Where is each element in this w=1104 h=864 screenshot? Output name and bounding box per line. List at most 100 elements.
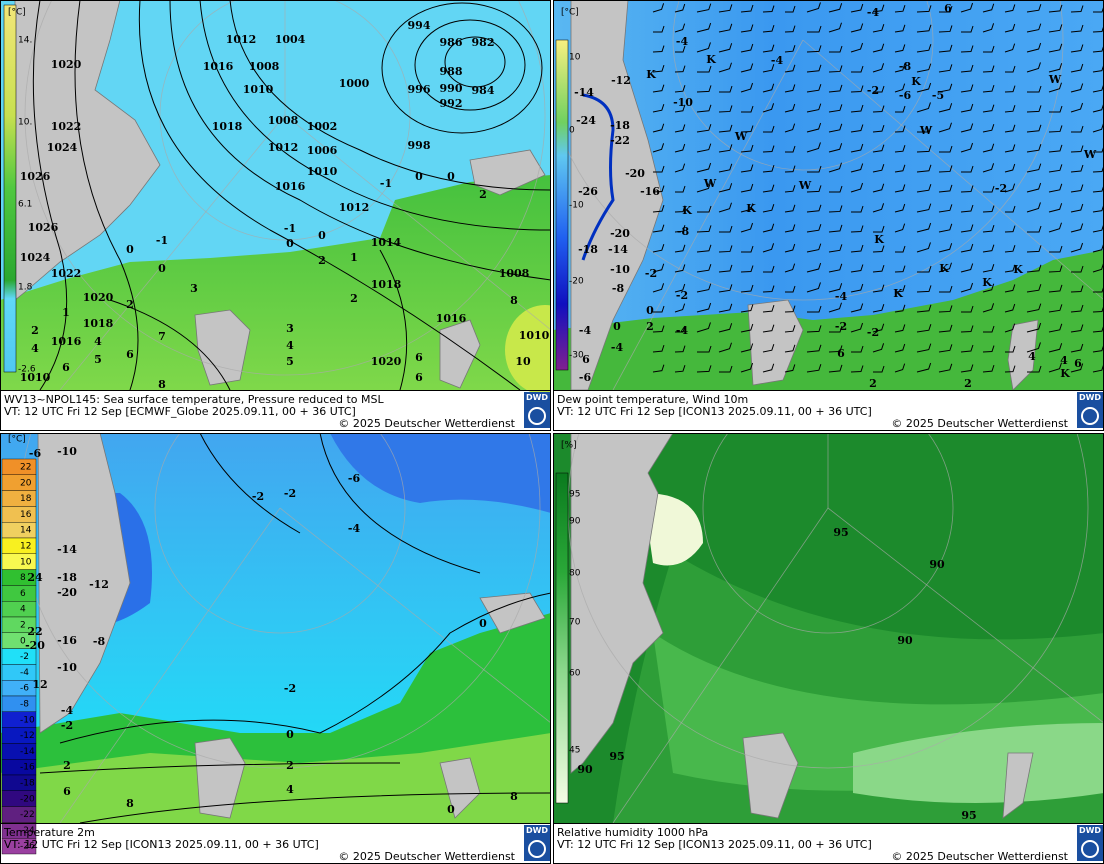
legend-swatch	[1, 600, 37, 618]
wind-barb	[1026, 182, 1042, 193]
contour-label: -14	[608, 243, 628, 256]
legend-swatch	[1, 585, 37, 602]
wind-barb	[982, 364, 995, 373]
land	[469, 149, 546, 196]
wind-barb	[982, 244, 995, 253]
wind-barb	[696, 42, 711, 53]
contour-label: 0	[646, 304, 654, 317]
legend-swatch	[1, 664, 37, 681]
wind-barb	[850, 225, 864, 233]
legend-label: 4	[20, 605, 26, 615]
wind-barb	[784, 103, 796, 113]
legend: 2220181614121086420-2-4-6-8-10-12-14-16-…	[1, 458, 37, 855]
wind-barb	[1004, 163, 1016, 173]
legend-label: 2	[20, 621, 26, 631]
wind-barb	[1005, 65, 1016, 73]
contour-label: 0	[318, 229, 326, 242]
wind-barb	[1070, 363, 1084, 373]
wind-barb	[674, 225, 686, 233]
logo-box	[524, 825, 550, 861]
contour-label: -2	[252, 490, 264, 503]
panel: [%] 95 90 80 70 60 45 95 90 90 95 90 95 Relative humi…	[553, 433, 1104, 864]
contour-label: -10	[57, 445, 77, 458]
land	[194, 309, 251, 386]
contour-label: 0	[447, 803, 455, 816]
wind-barb	[872, 264, 885, 273]
legend-label: 14	[20, 526, 32, 536]
contour-label: K	[746, 202, 756, 215]
wind-barb	[828, 205, 843, 213]
wind-barb	[982, 283, 995, 293]
wind-barb	[983, 185, 995, 193]
wind-barb	[740, 43, 754, 53]
wind-barb	[938, 324, 953, 333]
contour-label: 6	[837, 347, 845, 360]
wind-barb	[784, 165, 796, 173]
wind-barb	[674, 104, 686, 113]
wind-barb	[894, 285, 906, 293]
wind-barb	[850, 244, 864, 253]
wind-barb	[916, 63, 932, 73]
logo-mark	[528, 840, 546, 858]
land	[570, 433, 674, 774]
contour-label: 1018	[371, 278, 402, 291]
contour-label: 3	[286, 322, 294, 335]
wind-barb	[718, 202, 732, 213]
contour-label: -10	[673, 96, 693, 109]
wind-barb	[1070, 24, 1084, 33]
wind-barb	[960, 243, 974, 253]
contour-label: -6	[899, 89, 912, 102]
wind-barb	[850, 42, 864, 53]
wind-barb	[894, 63, 906, 73]
wind-barb	[784, 185, 796, 193]
wind-barb	[1070, 83, 1084, 93]
wind-barb	[762, 184, 775, 193]
legend-unit: [°C]	[8, 435, 26, 445]
contour-label: 1002	[307, 120, 338, 133]
wind-barb	[718, 284, 733, 293]
contour-label: -20	[625, 167, 645, 180]
wind-barb	[1048, 4, 1063, 13]
wind-barb	[872, 105, 885, 113]
wind-barb	[961, 25, 974, 33]
wind-barb	[652, 84, 665, 93]
wind-barb	[696, 264, 712, 273]
wind-barb	[850, 283, 864, 293]
wind-barb	[740, 164, 754, 173]
contour-label: 0	[286, 728, 294, 741]
wind-barb	[1070, 102, 1084, 113]
contour-label: 10	[515, 355, 531, 368]
wind-barb	[960, 64, 974, 73]
wind-barb	[960, 185, 974, 193]
legend-label: -6	[20, 684, 29, 694]
wind-barb	[916, 82, 932, 93]
contour-label: 1004	[275, 33, 306, 46]
wind-barb	[762, 145, 775, 153]
wind-barb	[806, 122, 822, 133]
contour-label: -4	[676, 324, 689, 337]
wind-barb	[1049, 105, 1063, 113]
wind-barb	[894, 223, 906, 233]
wind-barb	[1004, 124, 1016, 133]
contour-label: -6	[29, 447, 42, 460]
wind-barb	[762, 363, 775, 373]
wind-barb	[762, 243, 775, 253]
contour-label: 1022	[51, 120, 82, 133]
wind-barb	[696, 162, 712, 173]
wind-barb	[872, 4, 885, 13]
contour-label: -2	[995, 182, 1007, 195]
wind-barb	[916, 203, 932, 213]
wind-barb	[674, 244, 686, 253]
wind-barb	[828, 104, 843, 113]
wind-barb	[982, 65, 995, 73]
wind-barb	[872, 124, 885, 133]
wind-barb	[894, 5, 906, 13]
wind-barb	[1026, 163, 1042, 173]
legend-label: 16	[20, 510, 32, 520]
wind-barb	[917, 125, 932, 133]
map-zone	[0, 733, 551, 823]
wind-barb	[916, 44, 932, 53]
wind-barb	[894, 164, 906, 173]
wind-barb	[1092, 263, 1104, 273]
wind-barb	[740, 304, 754, 313]
